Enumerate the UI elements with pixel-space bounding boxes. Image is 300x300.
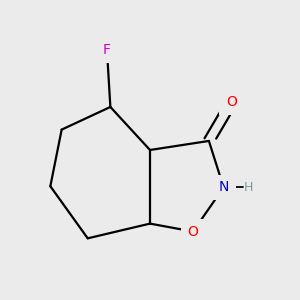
Text: F: F <box>103 43 111 57</box>
Text: O: O <box>226 95 237 110</box>
Text: H: H <box>244 181 254 194</box>
Bar <box>181 219 206 244</box>
Bar <box>211 175 236 200</box>
Text: N: N <box>218 180 229 194</box>
Bar <box>94 38 119 63</box>
Text: O: O <box>188 224 199 239</box>
Bar <box>219 90 244 115</box>
